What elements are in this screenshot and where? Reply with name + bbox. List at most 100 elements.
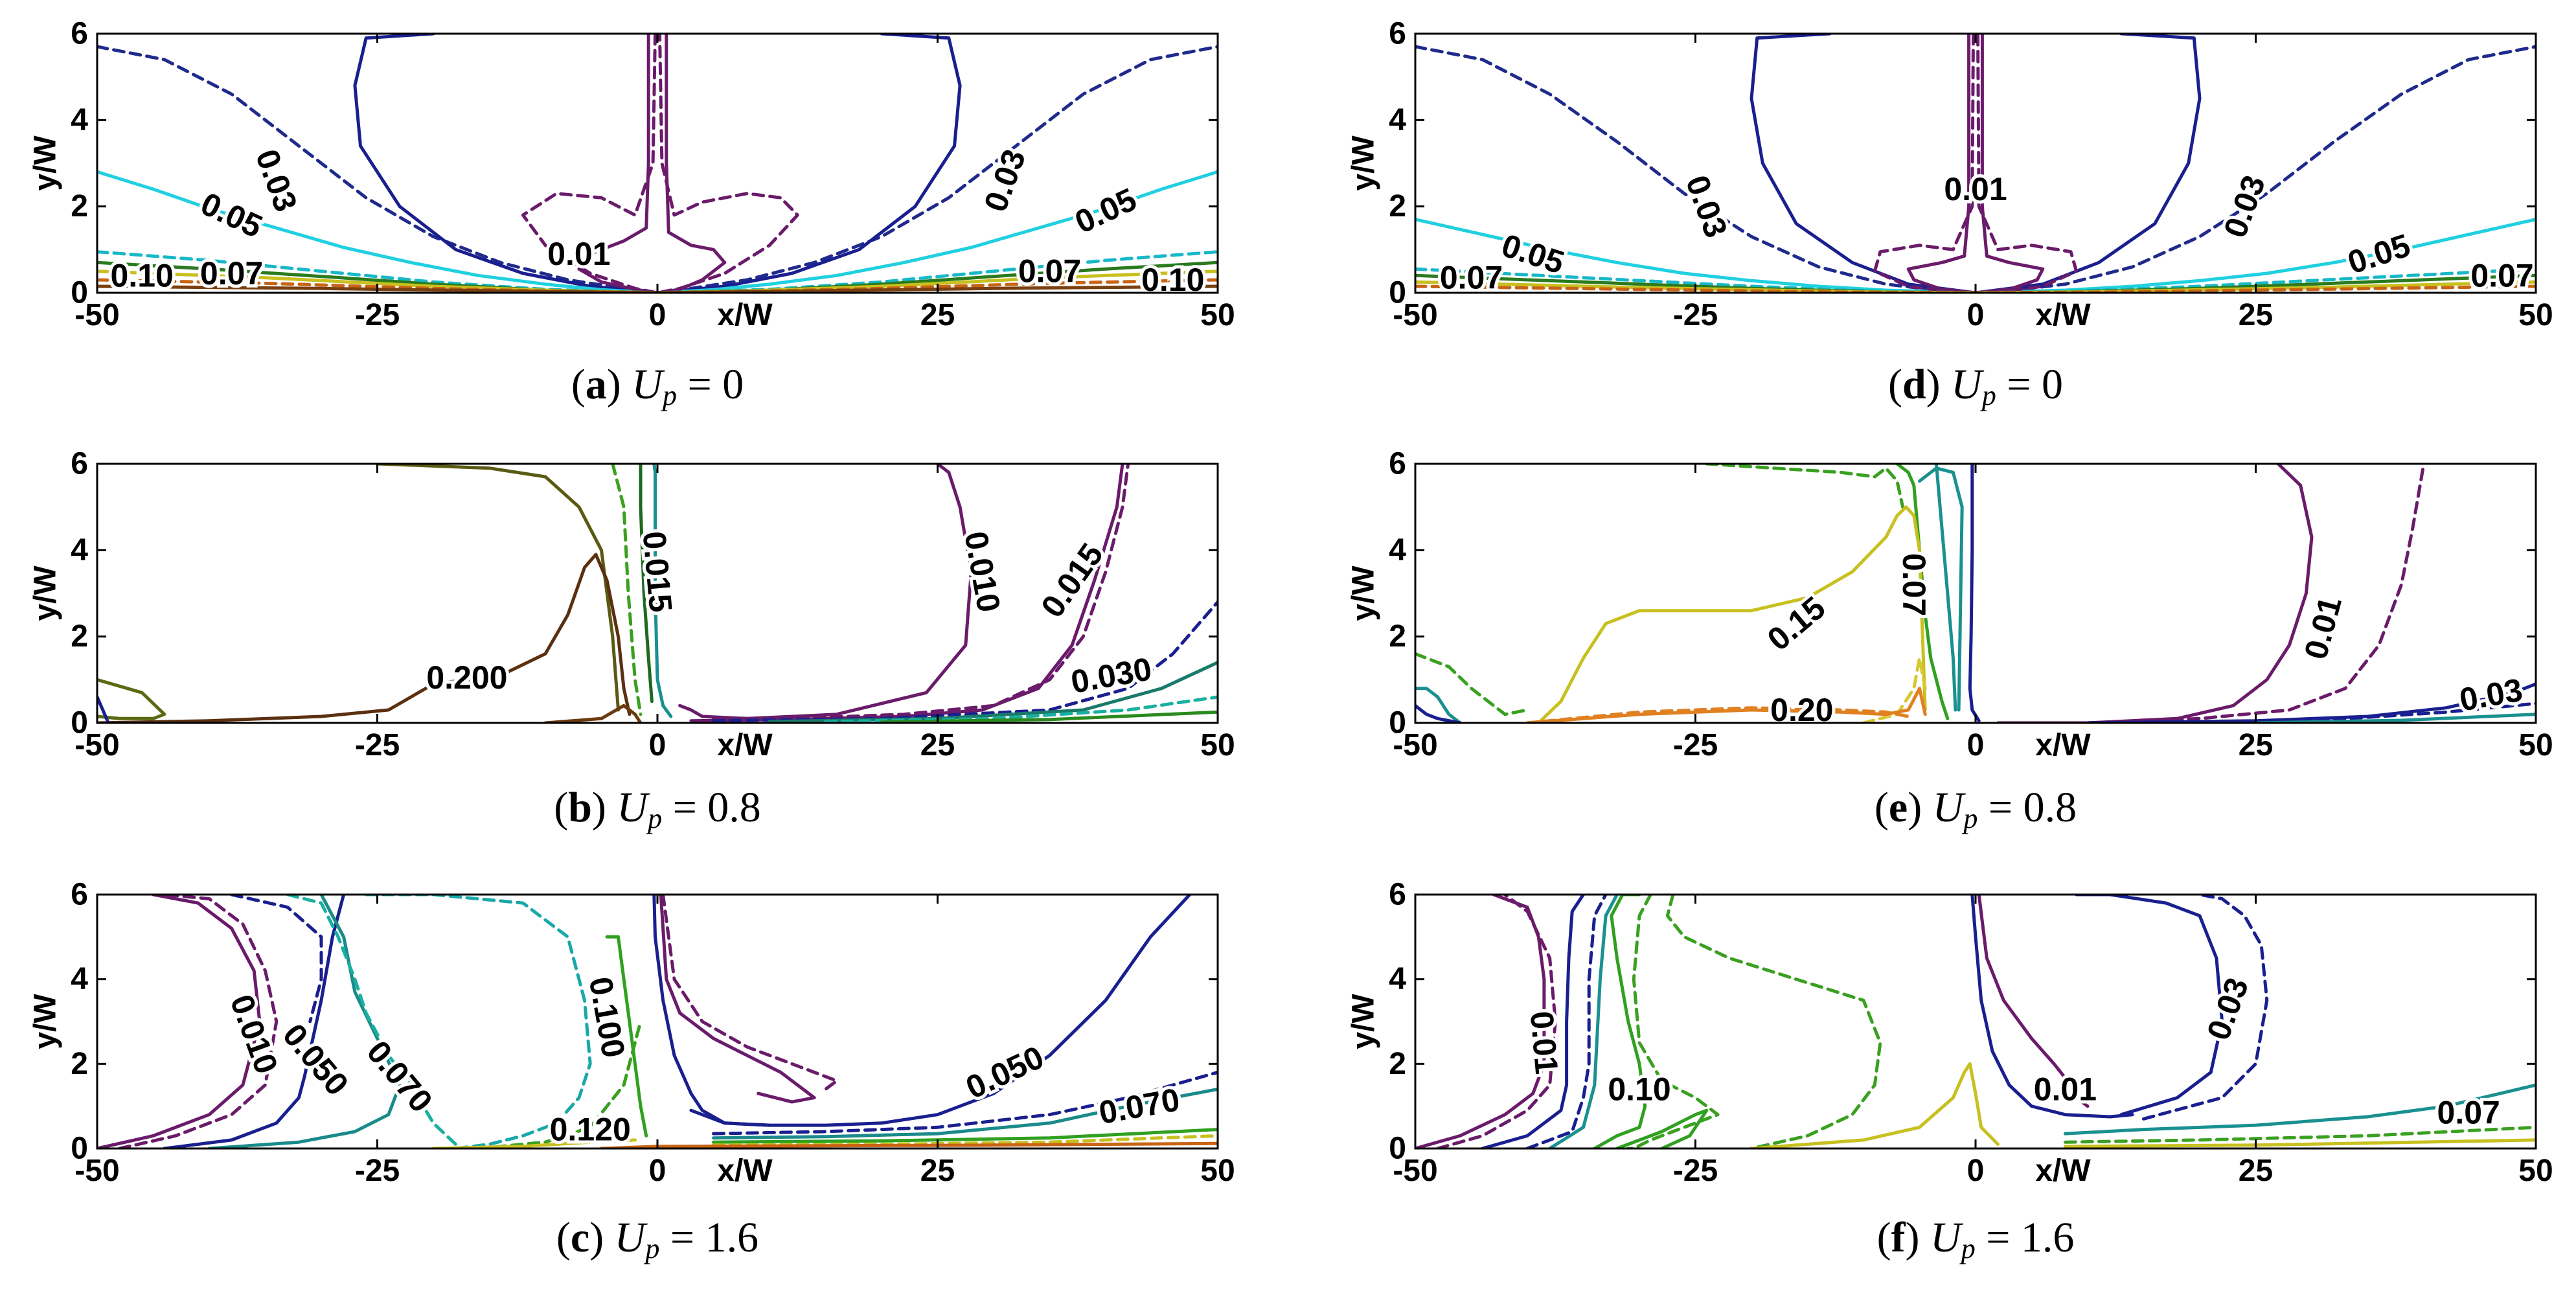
y-tick-label: 6: [71, 447, 88, 481]
caption-part: f: [1891, 1214, 1906, 1261]
series-line-15: [2063, 1125, 2536, 1144]
panel-caption: (d) Up = 0: [1888, 361, 2063, 411]
plot-background: [1415, 34, 2536, 293]
contour-label: 0.01: [1944, 171, 2007, 207]
series-line-6: [97, 678, 166, 720]
caption-punct: [697, 784, 708, 831]
caption-part: p: [1980, 380, 1996, 411]
series-line-15: [712, 1088, 1218, 1140]
contour-label: 0.015: [636, 530, 679, 614]
series-group: [1415, 464, 2536, 723]
series-line-2: [1918, 466, 1964, 712]
series-line-7: [97, 695, 110, 723]
series-group: [1415, 34, 2536, 293]
series-line-6: [1415, 273, 2536, 293]
series-group: [97, 464, 1218, 723]
y-axis-label: y/W: [28, 994, 63, 1049]
series-line-6: [1626, 895, 1720, 1148]
caption-part: =: [673, 784, 697, 831]
caption-part: 0.8: [2023, 784, 2077, 831]
caption-part: U: [617, 784, 650, 831]
caption-punct: (: [554, 784, 568, 831]
x-tick-label: 25: [920, 728, 955, 762]
caption-part: U: [632, 361, 665, 408]
series-line-3: [230, 895, 323, 1023]
caption-part: =: [1986, 1214, 2010, 1261]
series-line-3: [1934, 464, 1957, 712]
contour-label: 0.01: [547, 236, 610, 272]
y-tick-label: 2: [71, 189, 88, 223]
series-line-8: [1415, 284, 2536, 293]
caption-part: 0.8: [707, 784, 761, 831]
panel-caption: (b) Up = 0.8: [554, 784, 761, 834]
contour-label: 0.120: [550, 1112, 631, 1148]
series-line-16: [712, 1128, 1218, 1144]
caption-part: 0: [2042, 361, 2063, 408]
series-line-5: [286, 895, 458, 1146]
series-line-13: [689, 895, 1192, 1127]
panel-caption: (a) Up = 0: [571, 361, 744, 411]
series-line-2: [1415, 218, 2536, 293]
contour-label: 0.200: [426, 659, 507, 696]
series-line-3: [577, 34, 727, 293]
x-tick-label: 50: [1200, 728, 1235, 762]
x-axis-label: x/W: [717, 298, 773, 332]
y-tick-label: 2: [1389, 1047, 1406, 1081]
series-line-6: [364, 895, 592, 1148]
series-line-0: [376, 464, 620, 712]
series-line-14: [712, 1070, 1218, 1136]
series-line-2: [163, 895, 346, 1148]
x-axis-label: x/W: [2035, 728, 2091, 762]
series-line-1: [1750, 34, 2202, 293]
chart-panel-e: 0.150.070.200.010.03-50 -25 0 25 500246x/Wy/…: [1347, 447, 2553, 835]
series-line-2: [97, 170, 1218, 293]
series-line-4: [1873, 34, 2079, 293]
caption-part: e: [1889, 784, 1908, 831]
series-line-7: [1525, 687, 1927, 723]
caption-part: p: [643, 1233, 659, 1264]
contour-label: 0.07: [2437, 1094, 2500, 1130]
caption-part: p: [1961, 803, 1978, 834]
series-group: [1415, 895, 2536, 1148]
series-line-0: [97, 45, 1218, 293]
caption-part: p: [646, 803, 662, 834]
x-tick-label: -50: [1393, 298, 1437, 332]
x-tick-label: 0: [1967, 728, 1985, 762]
caption-punct: ): [1926, 361, 1951, 408]
caption-punct: [1978, 784, 1989, 831]
y-tick-label: 6: [1389, 17, 1406, 51]
series-line-4: [1968, 464, 1981, 723]
y-axis-label: y/W: [1347, 135, 1381, 191]
y-tick-label: 4: [71, 103, 88, 137]
y-tick-label: 4: [1389, 103, 1406, 137]
y-tick-label: 4: [71, 533, 88, 567]
caption-punct: ): [592, 784, 617, 831]
series-line-18: [600, 1141, 1218, 1148]
caption-punct: ): [1908, 784, 1932, 831]
caption-part: =: [1989, 784, 2012, 831]
y-tick-label: 0: [71, 276, 88, 310]
y-tick-label: 6: [71, 17, 88, 51]
x-axis-label: x/W: [717, 1154, 773, 1188]
y-axis-label: y/W: [1347, 994, 1381, 1049]
caption-part: =: [687, 361, 711, 408]
series-line-7: [97, 269, 1218, 293]
contour-label: 0.07: [2470, 257, 2533, 293]
chart-panel-d: 0.010.03 0.030.05 0.050.07 0.07-50 -25 0 25 500…: [1347, 17, 2553, 412]
series-line-4: [97, 553, 632, 723]
series-line-1: [353, 34, 962, 293]
caption-punct: [1976, 1214, 1987, 1261]
y-tick-label: 6: [1389, 447, 1406, 481]
caption-punct: [677, 361, 688, 408]
x-tick-label: 50: [1200, 298, 1235, 332]
series-line-14: [2063, 1083, 2536, 1136]
caption-punct: (: [1888, 361, 1902, 408]
y-tick-label: 0: [71, 1132, 88, 1166]
series-line-12: [661, 895, 839, 1091]
series-line-8: [1665, 895, 1882, 1148]
x-tick-label: 0: [1967, 298, 1985, 332]
y-tick-label: 4: [1389, 962, 1406, 996]
x-tick-label: 25: [2239, 728, 2273, 762]
x-tick-label: 50: [2518, 728, 2553, 762]
caption-punct: (: [1877, 1214, 1891, 1261]
